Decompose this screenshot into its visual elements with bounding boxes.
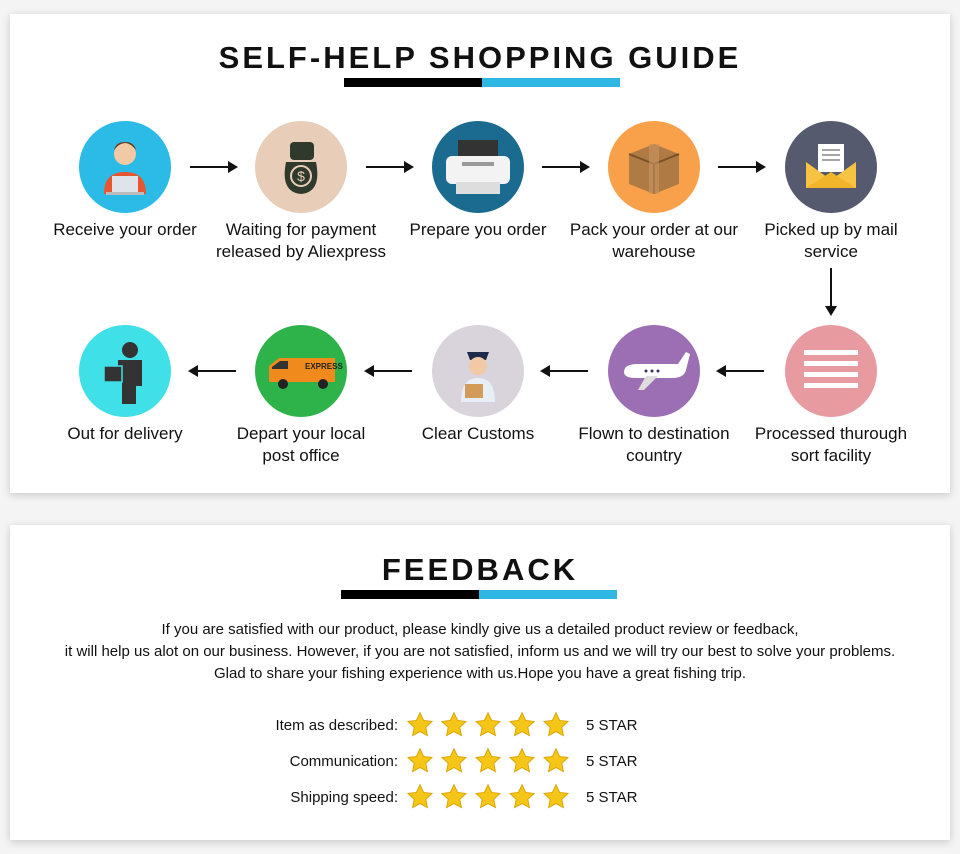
star-icon	[406, 783, 434, 816]
person-laptop-icon	[79, 121, 171, 213]
shopping-guide-card: SELF-HELP SHOPPING GUIDE Receive your or…	[10, 14, 950, 493]
feedback-message: If you are satisfied with our product, p…	[10, 619, 950, 685]
star-icon	[474, 783, 502, 816]
rating-row: Item as described: 5 STAR	[10, 711, 950, 741]
star-icon	[542, 783, 570, 816]
star-icon	[440, 783, 468, 816]
star-icon	[440, 747, 468, 780]
step-label: service	[804, 242, 858, 261]
message-line: If you are satisfied with our product, p…	[161, 621, 799, 638]
star-icon	[542, 711, 570, 744]
rating-row: Communication: 5 STAR	[10, 747, 950, 777]
arrow-right-icon	[366, 161, 414, 173]
svg-text:EXPRESS: EXPRESS	[305, 362, 343, 371]
star-icon	[474, 747, 502, 780]
title-underline	[341, 590, 617, 599]
step-receive-order: Receive your order	[35, 121, 215, 241]
step-prepare-order: Prepare you order	[388, 121, 568, 241]
step-label: released by Aliexpress	[215, 242, 387, 261]
rating-value: 5 STAR	[586, 789, 638, 806]
step-waiting-payment: $ Waiting for payment released by Aliexpr…	[211, 121, 391, 263]
lines-icon	[785, 325, 877, 417]
arrow-right-icon	[542, 161, 590, 173]
rating-label: Item as described:	[275, 717, 398, 734]
star-rating	[406, 747, 570, 780]
step-label: Clear Customs	[421, 424, 535, 443]
message-line: Glad to share your fishing experience wi…	[214, 665, 746, 682]
rating-value: 5 STAR	[586, 753, 638, 770]
express-van-icon: EXPRESS	[255, 325, 347, 417]
rating-label: Communication:	[289, 753, 398, 770]
envelope-icon	[785, 121, 877, 213]
step-label: Picked up by mail	[764, 220, 898, 239]
star-icon	[406, 747, 434, 780]
svg-text:$: $	[297, 168, 305, 184]
step-depart-post-office: EXPRESS Depart your local post office	[211, 325, 391, 467]
guide-title: SELF-HELP SHOPPING GUIDE	[218, 40, 742, 75]
star-rating	[406, 711, 570, 744]
step-pack-order: Pack your order at our warehouse	[564, 121, 744, 263]
arrow-left-icon	[716, 365, 764, 377]
star-icon	[440, 711, 468, 744]
arrow-left-icon	[188, 365, 236, 377]
airplane-icon	[608, 325, 700, 417]
step-label: sort facility	[790, 446, 872, 465]
arrow-left-icon	[540, 365, 588, 377]
step-flown: Flown to destination country	[564, 325, 744, 467]
step-label: Prepare you order	[409, 220, 547, 239]
star-rating	[406, 783, 570, 816]
customs-officer-icon	[432, 325, 524, 417]
star-icon	[508, 711, 536, 744]
arrow-down-icon	[825, 268, 837, 316]
box-icon	[608, 121, 700, 213]
step-label: country	[626, 446, 682, 465]
title-underline	[344, 78, 620, 87]
step-clear-customs: Clear Customs	[388, 325, 568, 445]
step-label: Waiting for payment	[225, 220, 377, 239]
arrow-left-icon	[364, 365, 412, 377]
printer-icon	[432, 121, 524, 213]
step-label: Depart your local	[236, 424, 366, 443]
step-picked-up: Picked up by mail service	[741, 121, 921, 263]
arrow-right-icon	[718, 161, 766, 173]
arrow-right-icon	[190, 161, 238, 173]
step-label: Out for delivery	[67, 424, 183, 443]
step-label: Pack your order at our	[569, 220, 739, 239]
delivery-man-icon	[79, 325, 171, 417]
step-sort-facility: Processed thurough sort facility	[741, 325, 921, 467]
step-label: warehouse	[612, 242, 696, 261]
star-icon	[508, 783, 536, 816]
star-icon	[406, 711, 434, 744]
star-icon	[542, 747, 570, 780]
feedback-card: FEEDBACK If you are satisfied with our p…	[10, 525, 950, 840]
message-line: it will help us alot on our business. Ho…	[64, 643, 896, 660]
star-icon	[474, 711, 502, 744]
money-bag-icon: $	[255, 121, 347, 213]
step-label: Flown to destination	[578, 424, 730, 443]
rating-row: Shipping speed: 5 STAR	[10, 783, 950, 813]
rating-value: 5 STAR	[586, 717, 638, 734]
step-label: Receive your order	[53, 220, 197, 239]
feedback-title: FEEDBACK	[381, 552, 579, 587]
star-icon	[508, 747, 536, 780]
step-label: Processed thurough	[754, 424, 908, 443]
step-out-for-delivery: Out for delivery	[35, 325, 215, 445]
step-label: post office	[262, 446, 340, 465]
rating-label: Shipping speed:	[290, 789, 398, 806]
